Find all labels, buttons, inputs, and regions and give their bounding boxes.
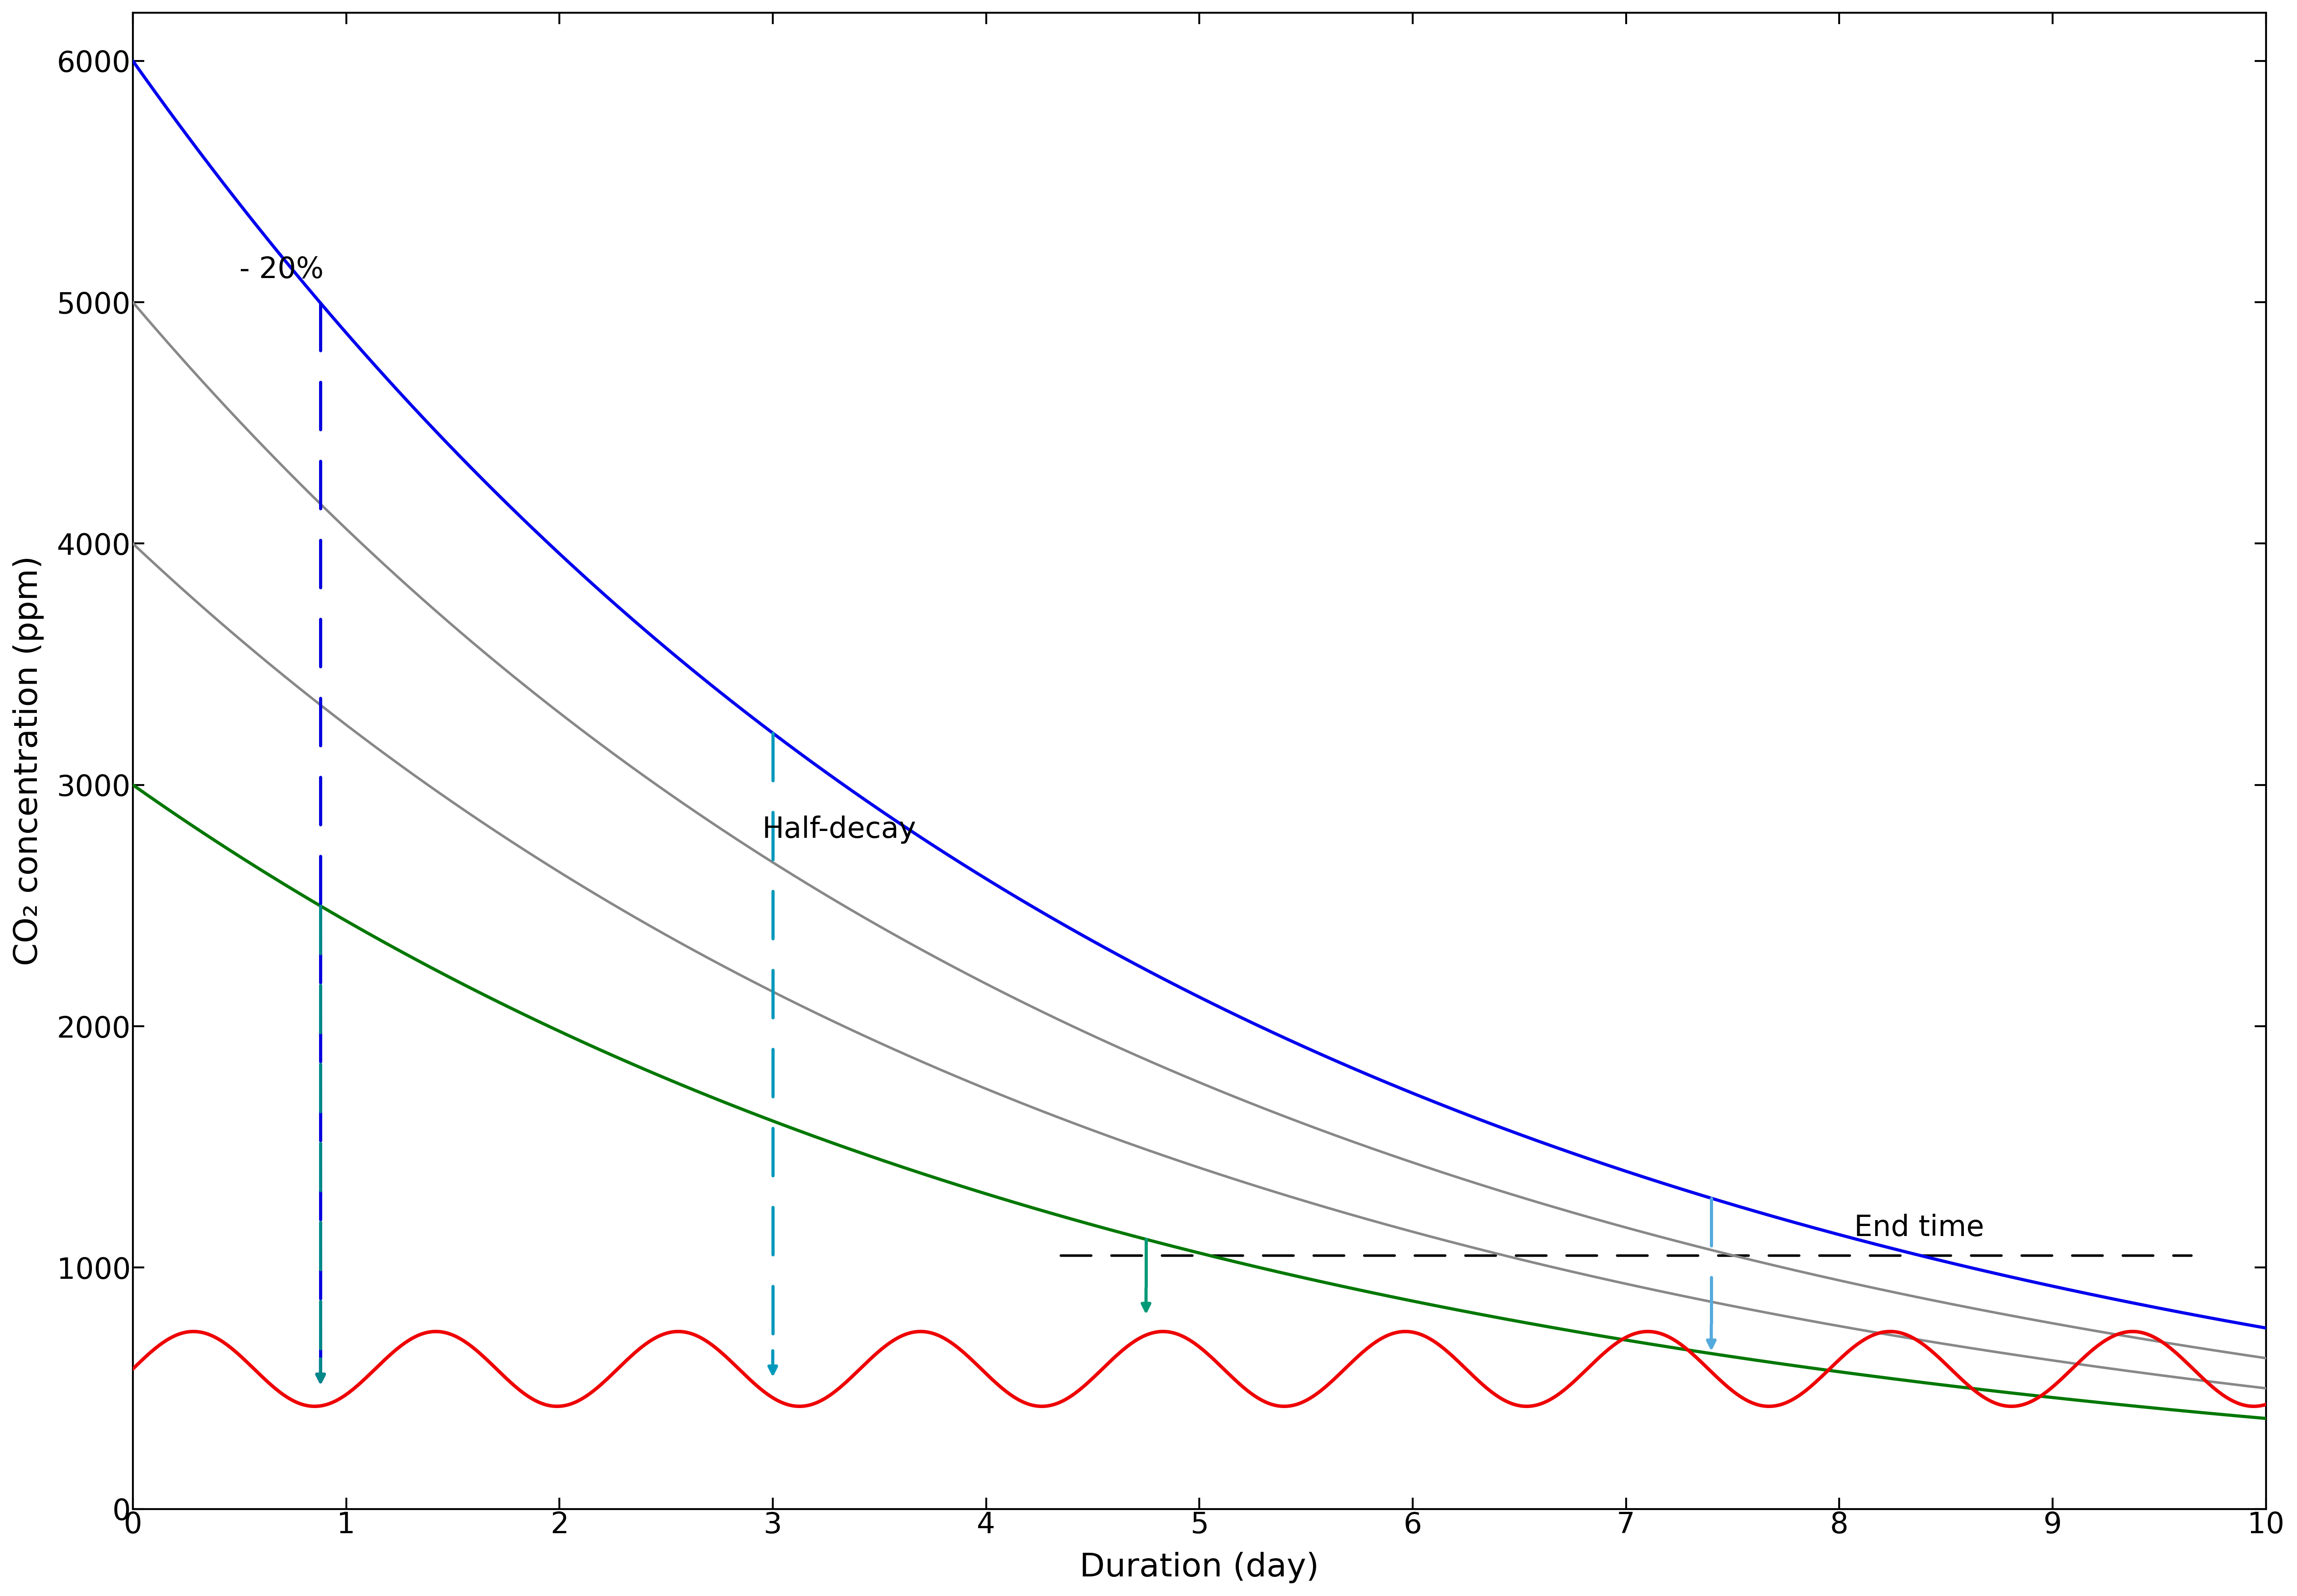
- Text: End time: End time: [1854, 1215, 1985, 1242]
- Y-axis label: CO₂ concentration (ppm): CO₂ concentration (ppm): [14, 555, 44, 966]
- Text: - 20%: - 20%: [239, 255, 324, 284]
- Text: Half-decay: Half-decay: [763, 816, 917, 844]
- X-axis label: Duration (day): Duration (day): [1080, 1551, 1318, 1583]
